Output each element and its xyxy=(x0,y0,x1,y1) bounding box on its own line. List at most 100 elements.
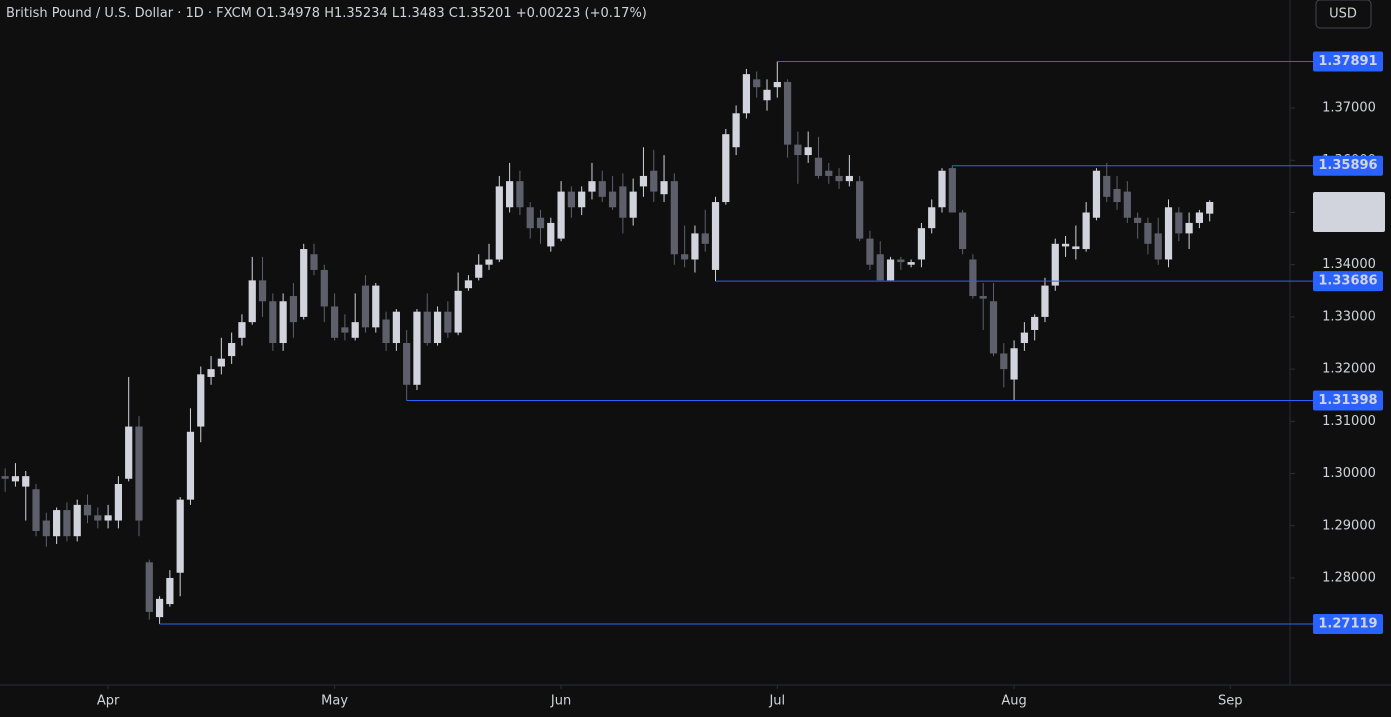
candle-body xyxy=(959,212,967,250)
candle-body xyxy=(845,175,853,182)
candle-body xyxy=(866,238,874,265)
candle-body xyxy=(382,319,390,344)
candle-body xyxy=(681,254,689,260)
candle-body xyxy=(763,89,771,101)
symbol-title: British Pound / U.S. Dollar · 1D · FXCM xyxy=(6,6,252,21)
candle-body xyxy=(598,181,606,197)
candle-body xyxy=(928,207,936,229)
level-label: 1.35896 xyxy=(1318,158,1377,173)
ohlc-value: 1.35201 xyxy=(458,6,512,21)
level-label-box xyxy=(1313,390,1383,411)
candle-body xyxy=(454,290,462,333)
ohlc-label: L xyxy=(392,6,400,21)
ohlc-value: 1.34978 xyxy=(266,6,320,21)
candle-body xyxy=(1185,222,1193,234)
candle-body xyxy=(42,520,50,537)
ohlc-label: O xyxy=(256,6,266,21)
candle-body xyxy=(979,296,987,299)
candle-body xyxy=(176,499,184,573)
candle-body xyxy=(53,510,61,537)
candle-body xyxy=(94,515,102,521)
candle-body xyxy=(186,431,195,500)
candle-body xyxy=(948,168,956,213)
candle-body xyxy=(248,280,256,323)
candle-body xyxy=(63,510,71,537)
candle-body xyxy=(907,262,915,265)
candle-body xyxy=(567,191,575,208)
candle-body xyxy=(619,186,627,218)
candle-body xyxy=(135,426,143,521)
candle-body xyxy=(773,81,781,88)
candle-body xyxy=(876,254,884,281)
candle-body xyxy=(1031,316,1039,330)
candle-body xyxy=(217,358,225,367)
candle-body xyxy=(433,311,442,344)
candle-body xyxy=(526,207,534,229)
candle-body xyxy=(804,147,812,156)
candle-body xyxy=(711,202,720,270)
candle-body xyxy=(403,343,411,385)
candle-body xyxy=(145,562,153,612)
countdown: 10:20:39 xyxy=(1320,213,1378,228)
y-tick-label: 1.30000 xyxy=(1322,466,1376,481)
candle-body xyxy=(516,181,524,208)
ohlc-value: 1.3483 xyxy=(399,6,445,21)
candle-body xyxy=(341,327,349,333)
candle-body xyxy=(495,186,503,260)
candle-body xyxy=(32,489,40,531)
candle-body xyxy=(1164,207,1173,260)
candle-body xyxy=(701,233,709,244)
candle-body xyxy=(22,476,30,487)
candle-body xyxy=(886,259,895,281)
level-label-box xyxy=(1313,613,1383,634)
candle-body xyxy=(670,181,678,255)
candle-body xyxy=(1206,202,1214,214)
candle-body xyxy=(814,157,823,176)
candle-body xyxy=(1000,353,1008,370)
candle-body xyxy=(114,483,122,521)
candle-body xyxy=(1195,212,1204,223)
candle-body xyxy=(125,426,133,479)
candle-body xyxy=(1082,212,1090,250)
y-tick-label: 1.37000 xyxy=(1322,101,1376,116)
candle-body xyxy=(238,322,246,338)
candle-body xyxy=(279,301,287,344)
currency[interactable]: USD xyxy=(1329,7,1357,22)
x-tick-label: Aug xyxy=(1001,694,1026,709)
candle-body xyxy=(1,476,9,479)
candle-body xyxy=(361,285,370,328)
candle-body xyxy=(155,598,164,618)
candle-body xyxy=(413,311,421,385)
ohlc-item: O1.34978 xyxy=(256,6,320,21)
candle-body xyxy=(166,577,174,605)
last-price-box xyxy=(1313,192,1385,233)
candle-body xyxy=(732,113,740,148)
currency-button[interactable] xyxy=(1315,0,1372,29)
candle-body xyxy=(1092,170,1101,218)
candle-body xyxy=(485,259,493,265)
candle-body xyxy=(1041,285,1049,317)
candle-body xyxy=(1123,191,1131,218)
candle-body xyxy=(917,228,926,260)
candle-body xyxy=(423,311,431,344)
last-price: 1.35201 xyxy=(1322,195,1376,210)
candle-body xyxy=(207,369,215,377)
ohlc-item: H1.35234 xyxy=(324,6,388,21)
candle-body xyxy=(1154,233,1162,260)
y-tick-label: 1.34000 xyxy=(1322,257,1376,272)
candle-body xyxy=(969,259,977,297)
x-tick-label: Jul xyxy=(768,694,785,709)
candle-body xyxy=(660,181,668,195)
candle-body xyxy=(1061,243,1070,247)
candle-body xyxy=(835,175,843,182)
y-tick-label: 1.32000 xyxy=(1322,362,1376,377)
candle-body xyxy=(1113,189,1121,203)
candle-body xyxy=(650,170,658,192)
candle-body xyxy=(475,264,483,278)
ohlc-label: C xyxy=(449,6,458,21)
x-tick-label: Apr xyxy=(97,694,120,709)
candle-body xyxy=(11,476,20,482)
candle-body xyxy=(1103,175,1111,197)
